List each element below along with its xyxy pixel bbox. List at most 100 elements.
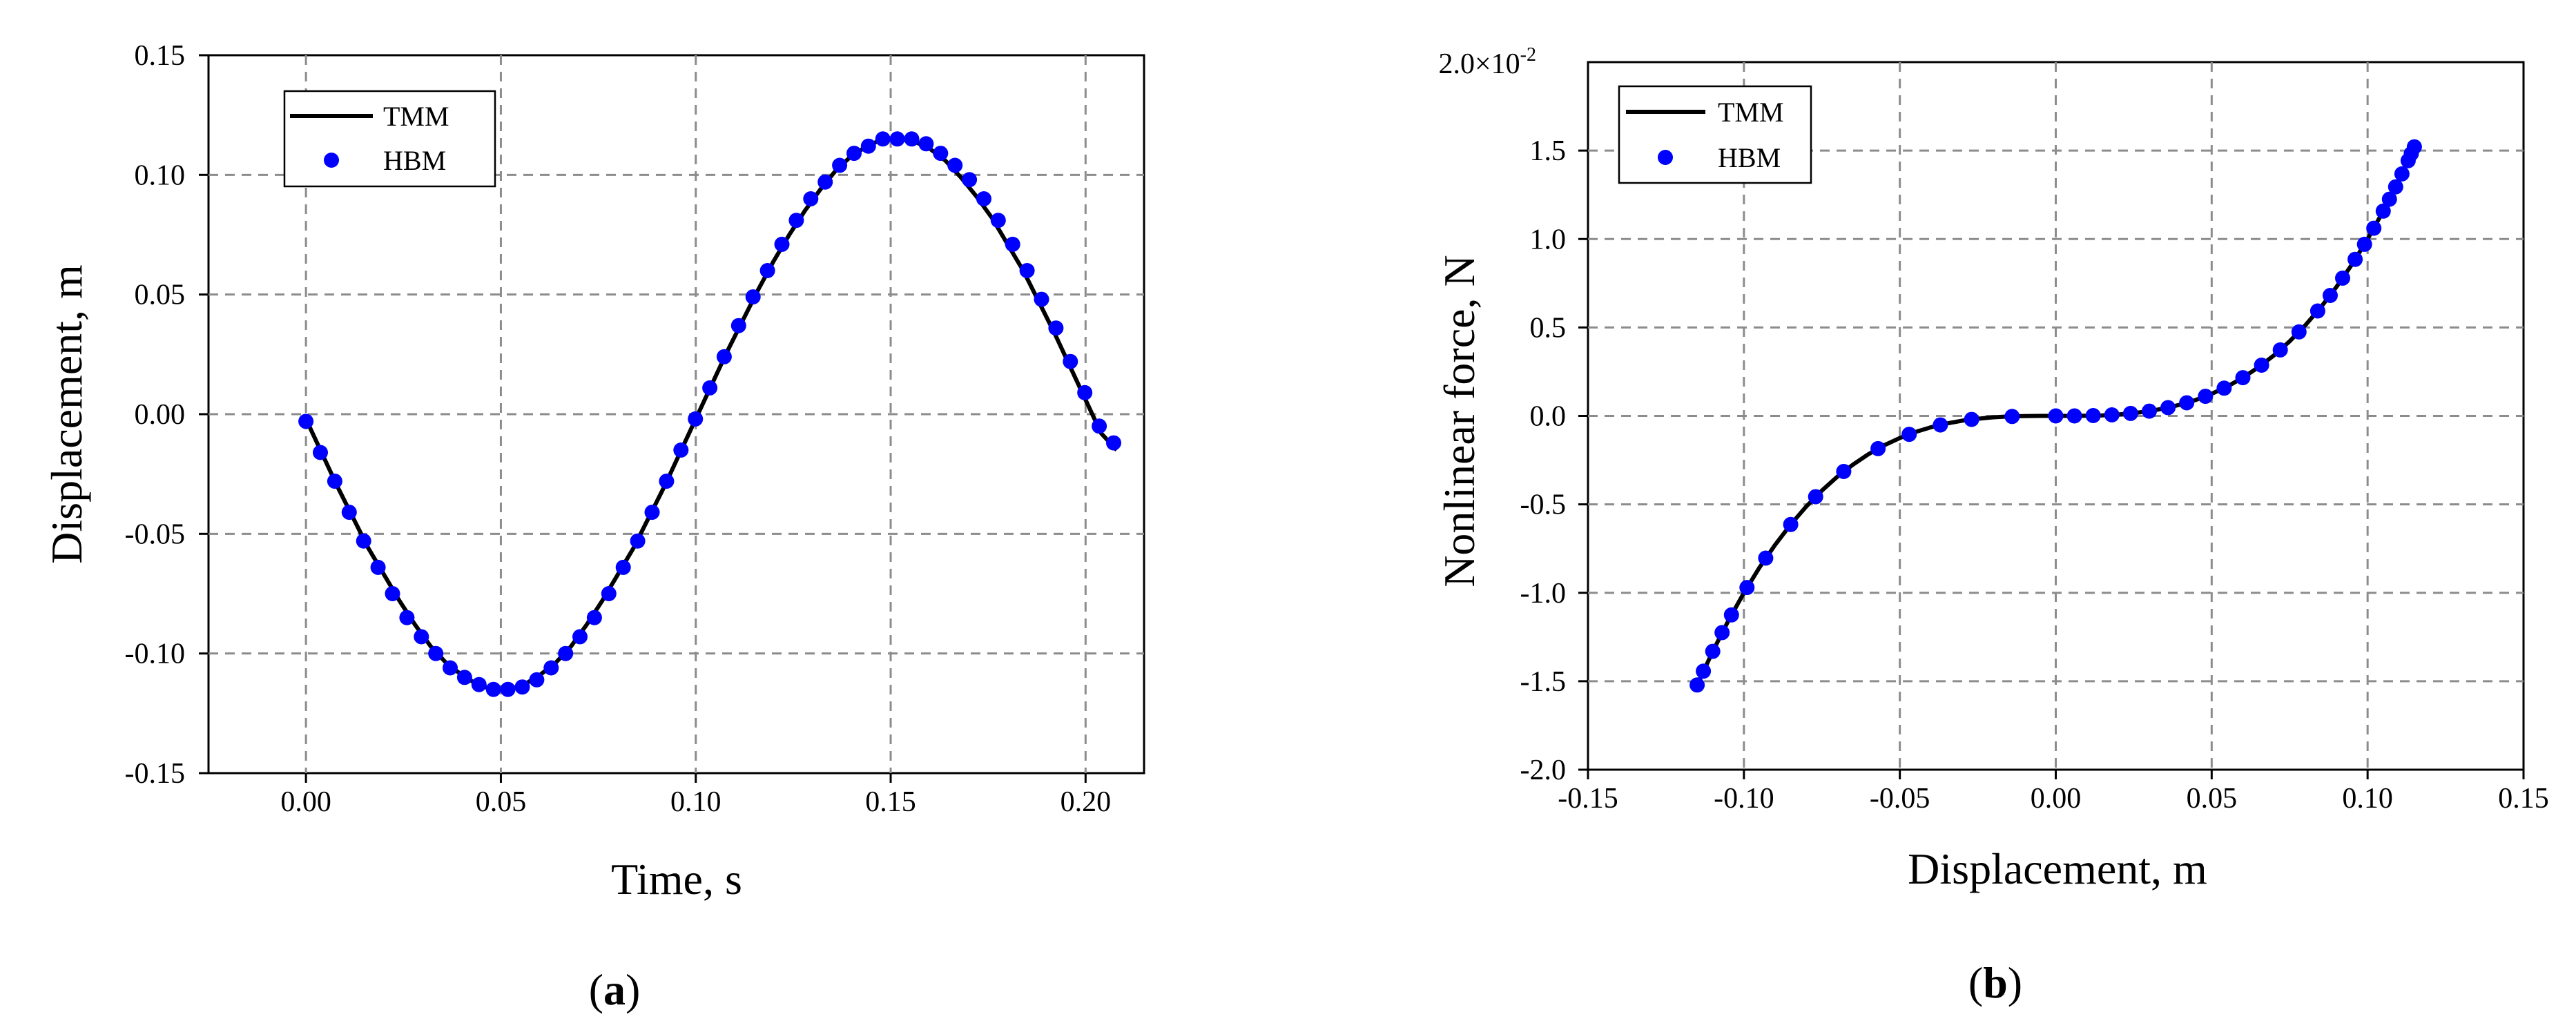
panel-letter-b: b xyxy=(1983,958,2008,1007)
data-point-hbm-b xyxy=(1870,440,1886,456)
data-point-hbm-a xyxy=(1048,320,1064,336)
data-point-hbm-a xyxy=(976,191,991,206)
data-point-hbm-a xyxy=(514,679,530,695)
data-point-hbm-b xyxy=(2381,191,2397,207)
data-point-hbm-b xyxy=(1933,417,1948,433)
data-point-hbm-a xyxy=(990,213,1006,228)
data-point-hbm-a xyxy=(947,157,963,173)
x-tick-label-b: 0.15 xyxy=(2498,783,2549,815)
data-point-hbm-b xyxy=(2198,389,2214,405)
data-point-hbm-a xyxy=(385,586,400,601)
data-point-hbm-b xyxy=(2179,395,2195,411)
data-point-hbm-a xyxy=(356,533,371,549)
y-tick-label-a: 0.10 xyxy=(135,159,186,191)
data-point-hbm-a xyxy=(788,213,804,228)
x-tick-label-b: -0.15 xyxy=(1558,783,1618,815)
y-tick-label-a: -0.05 xyxy=(125,518,186,550)
data-point-hbm-a xyxy=(817,174,833,190)
data-point-hbm-b xyxy=(2235,370,2251,386)
data-point-hbm-b xyxy=(1723,607,1739,623)
data-point-hbm-a xyxy=(933,146,949,162)
data-point-hbm-a xyxy=(500,681,516,697)
y-tick-label-a: -0.15 xyxy=(125,758,186,790)
data-point-hbm-b xyxy=(2142,403,2157,419)
data-point-hbm-a xyxy=(860,138,876,154)
data-point-hbm-a xyxy=(962,172,978,188)
legend-tmm-label-a: TMM xyxy=(383,101,449,132)
legend-hbm-label-b: HBM xyxy=(1718,142,1781,173)
data-point-hbm-a xyxy=(1019,263,1035,278)
data-point-hbm-b xyxy=(2066,408,2082,424)
y-tick-label-a: 0.15 xyxy=(135,40,186,72)
data-point-hbm-a xyxy=(586,610,602,625)
data-point-hbm-b xyxy=(2122,405,2138,421)
data-point-hbm-a xyxy=(443,660,458,676)
y-axis-label-a: Displacement, m xyxy=(42,264,91,564)
data-point-hbm-b xyxy=(2388,179,2403,195)
data-point-hbm-a xyxy=(702,380,718,396)
data-point-hbm-b xyxy=(1705,643,1721,659)
data-point-hbm-a xyxy=(313,445,328,460)
data-point-hbm-b xyxy=(2356,236,2372,252)
x-tick-label-a: 0.15 xyxy=(865,786,916,818)
data-point-hbm-b xyxy=(2160,400,2176,416)
x-tick-label-b: 0.05 xyxy=(2187,783,2238,815)
legend-hbm-label-a: HBM xyxy=(383,145,446,176)
data-point-hbm-a xyxy=(572,629,588,645)
data-point-hbm-a xyxy=(759,263,775,278)
data-point-hbm-a xyxy=(1005,236,1020,252)
data-point-hbm-a xyxy=(399,610,415,625)
data-point-hbm-a xyxy=(601,586,617,601)
x-axis-label-a: Time, s xyxy=(611,855,742,904)
x-tick-label-b: 0.00 xyxy=(2031,783,2082,815)
data-point-hbm-b xyxy=(1783,516,1799,532)
legend-box-a xyxy=(283,90,496,188)
data-point-hbm-a xyxy=(558,645,574,661)
data-point-hbm-b xyxy=(2004,409,2020,425)
data-point-hbm-a xyxy=(1034,291,1049,307)
data-point-hbm-a xyxy=(889,131,905,147)
data-point-hbm-b xyxy=(2104,407,2120,422)
data-point-hbm-b xyxy=(1696,663,1712,679)
data-point-hbm-b xyxy=(1758,550,1774,566)
data-point-hbm-b xyxy=(1808,489,1823,505)
data-point-hbm-b xyxy=(2347,251,2363,267)
data-point-hbm-a xyxy=(370,559,386,575)
y-scale-mantissa-b: 2.0×10 xyxy=(1438,48,1520,80)
y-tick-label-b: -2.0 xyxy=(1520,754,1567,786)
axis-ticks-a: 0.00 0.05 0.10 0.15 0.20 -0.15 -0.10 -0.05 0.00 0… xyxy=(125,40,1112,818)
legend-tmm-label-b: TMM xyxy=(1718,97,1784,128)
legend-a: TMM HBM xyxy=(283,90,496,188)
panel-caption-a: (a) xyxy=(589,965,641,1014)
data-point-hbm-b xyxy=(2335,270,2350,286)
data-point-hbm-a xyxy=(414,629,429,645)
data-point-hbm-b xyxy=(2323,288,2338,303)
y-tick-label-b: -1.5 xyxy=(1520,666,1567,698)
data-point-hbm-a xyxy=(1077,384,1093,400)
x-tick-label-a: 0.05 xyxy=(476,786,527,818)
legend-box-b xyxy=(1618,85,1812,184)
data-point-hbm-a xyxy=(918,136,934,152)
y-tick-label-a: 0.00 xyxy=(135,399,186,431)
data-point-hbm-b xyxy=(2375,203,2391,219)
data-point-hbm-a xyxy=(485,681,501,697)
data-point-hbm-b xyxy=(2309,303,2325,319)
data-point-hbm-a xyxy=(471,676,487,692)
x-tick-label-b: -0.05 xyxy=(1870,783,1930,815)
data-point-hbm-b xyxy=(1964,411,1979,427)
x-tick-label-a: 0.20 xyxy=(1061,786,1112,818)
data-point-hbm-a xyxy=(832,157,848,173)
data-point-hbm-b xyxy=(2406,139,2422,155)
data-point-hbm-a xyxy=(428,645,444,661)
data-point-hbm-b xyxy=(1739,580,1755,596)
series-layer-b xyxy=(1689,139,2422,693)
data-point-hbm-b xyxy=(2085,408,2101,423)
legend-hbm-marker-a xyxy=(324,153,339,168)
data-point-hbm-b xyxy=(2048,408,2064,424)
y-tick-label-b: -1.0 xyxy=(1520,578,1567,610)
panel-caption-b: (b) xyxy=(1968,958,2022,1007)
data-point-hbm-a xyxy=(730,318,746,333)
data-point-hbm-a xyxy=(615,559,631,575)
x-tick-label-a: 0.10 xyxy=(670,786,722,818)
